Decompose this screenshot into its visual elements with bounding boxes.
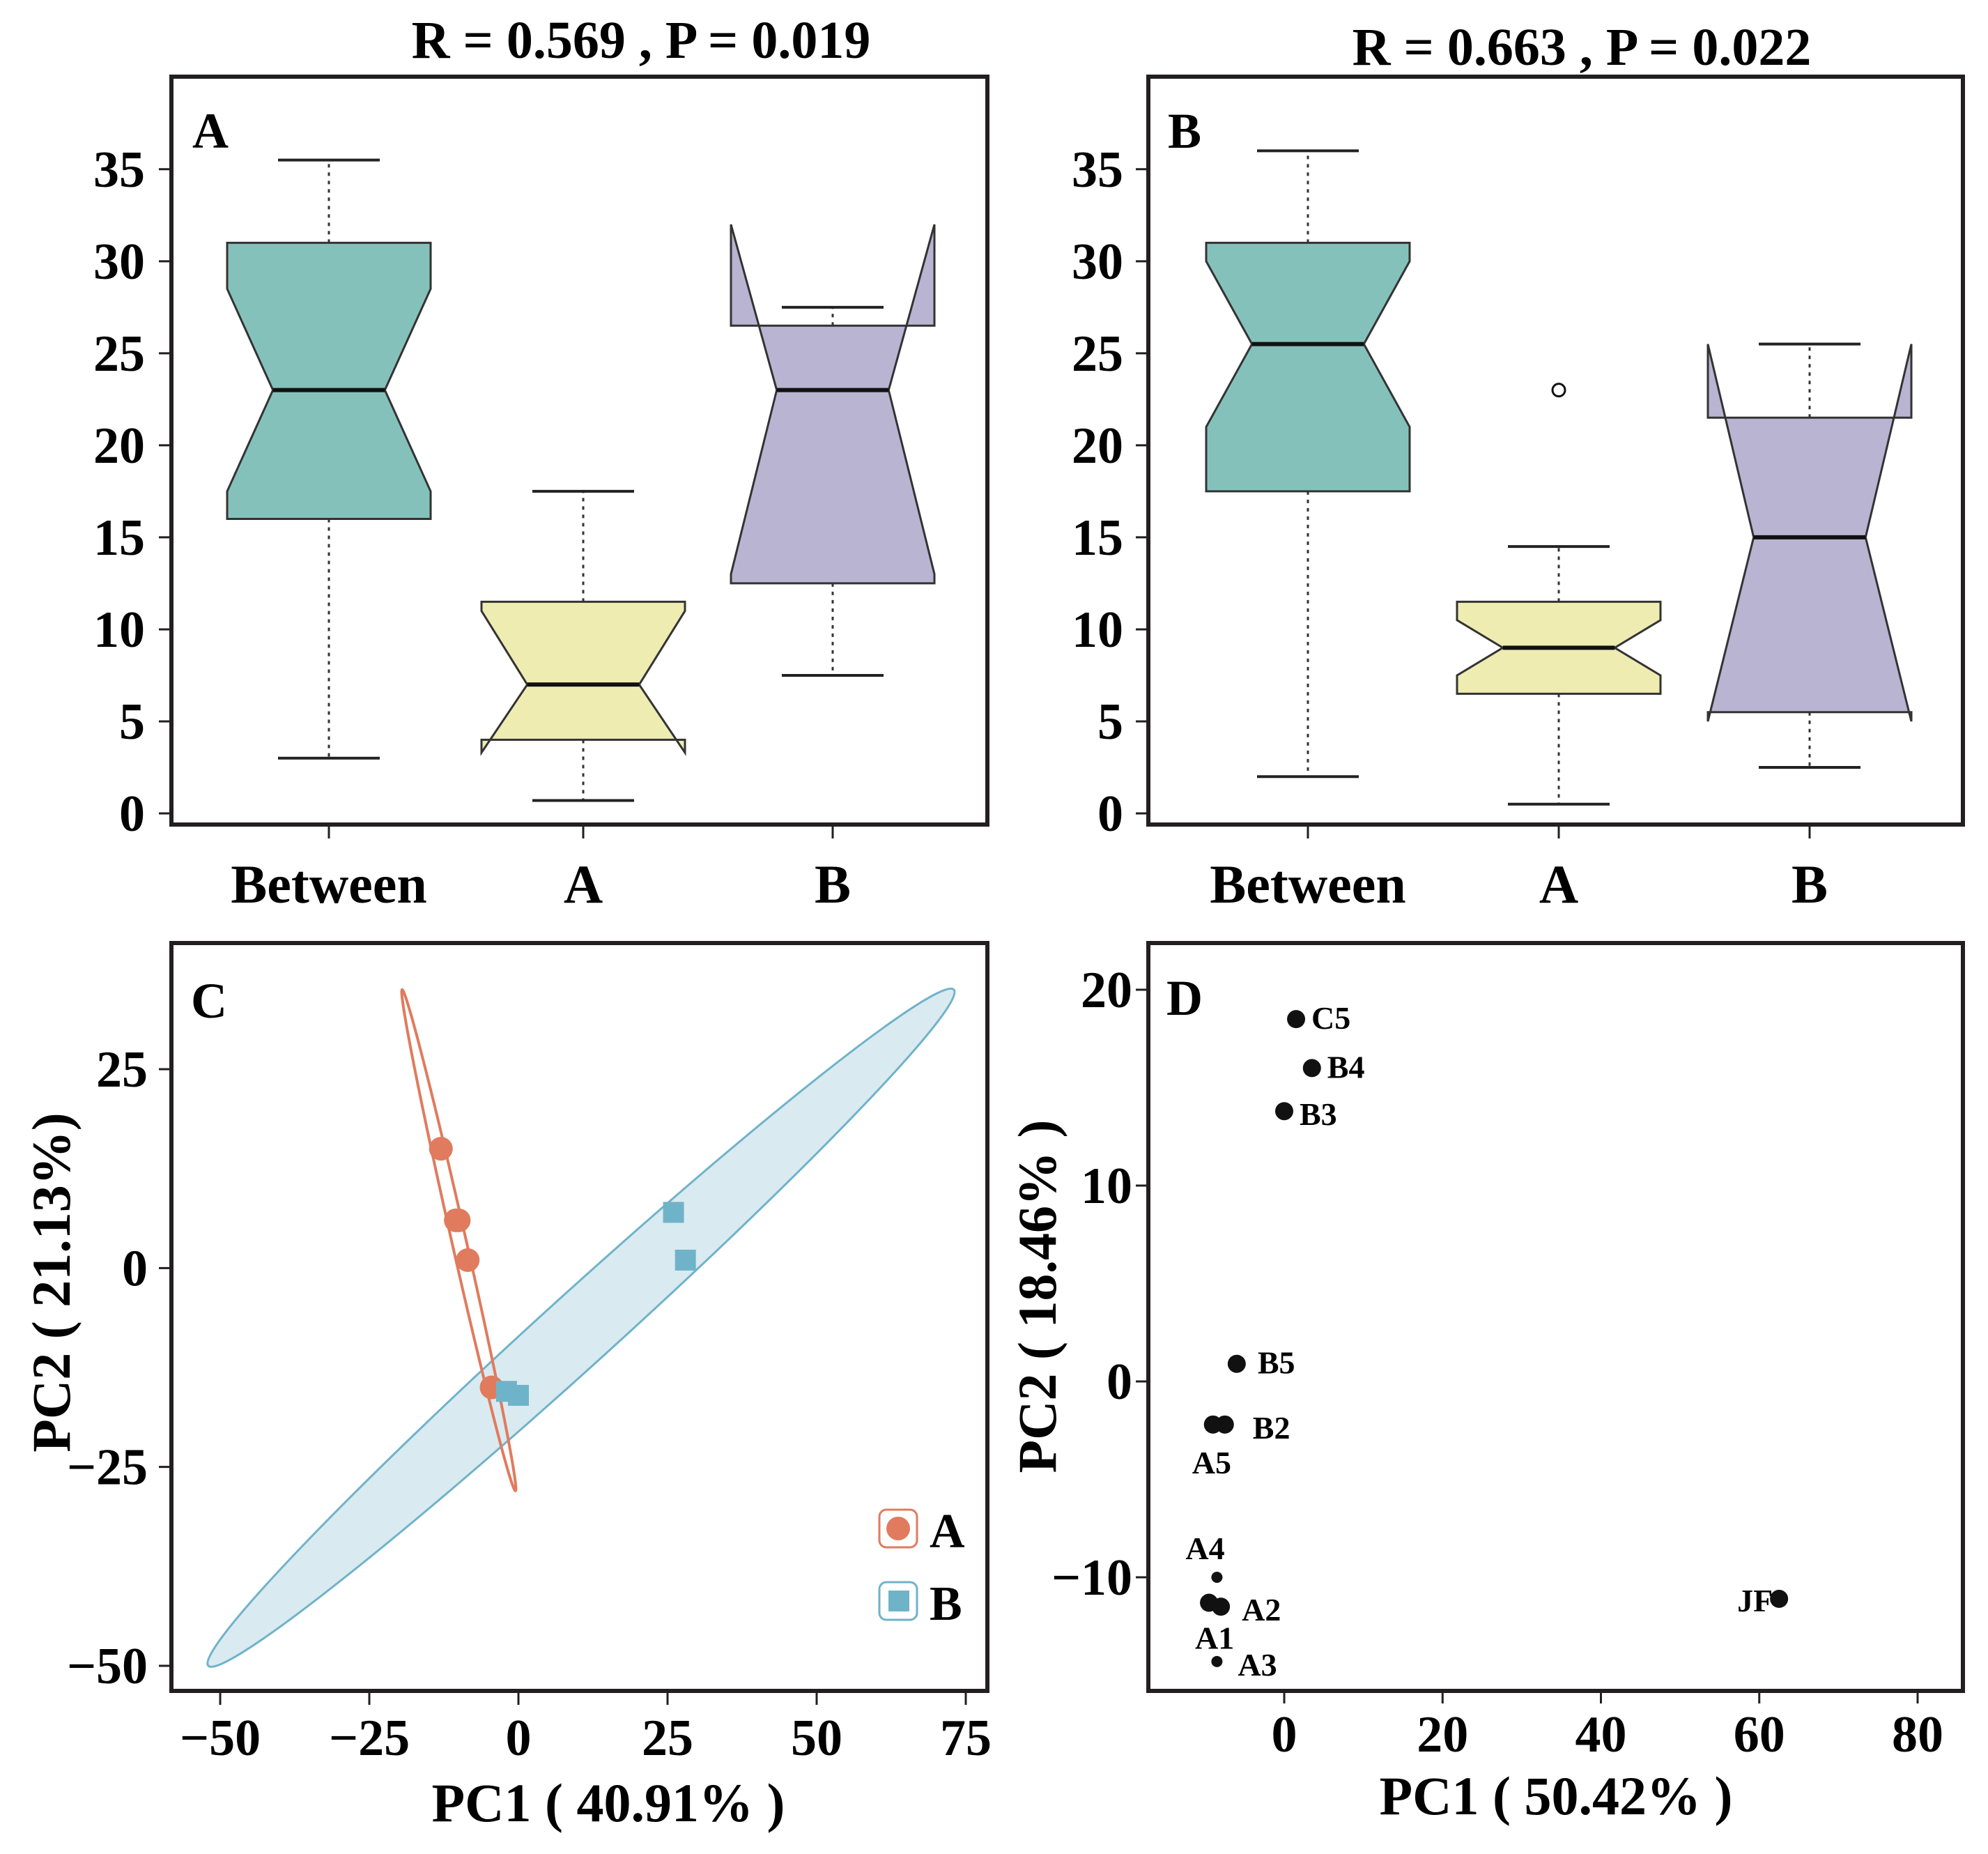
panel-d-y-tick-label: −10 — [1051, 1549, 1132, 1607]
panel-d-point-label: C5 — [1311, 1000, 1350, 1036]
panel-d-point-a1 — [1200, 1593, 1219, 1612]
panel-a-y-tick-label: 30 — [93, 233, 145, 291]
panel-c-legend-marker — [888, 1591, 909, 1611]
panel-b-frame — [1146, 75, 1965, 827]
panel-d-point-c5 — [1287, 1010, 1306, 1029]
panel-b-y-tick-label: 15 — [1072, 510, 1123, 567]
panel-b-y-tick-label: 25 — [1072, 325, 1123, 383]
panel-c-legend-marker — [886, 1517, 910, 1540]
panel-d-point-label: B5 — [1258, 1345, 1295, 1381]
panel-d-x-tick-label: 20 — [1417, 1706, 1468, 1763]
panel-b-category-label: A — [1539, 854, 1578, 914]
panel-d-letter: D — [1166, 970, 1203, 1026]
panel-a-y-tick-label: 10 — [93, 602, 145, 659]
panel-b-y-tick-label: 5 — [1097, 694, 1123, 751]
panel-d-point-jf — [1770, 1589, 1789, 1608]
panel-d-point-b4 — [1302, 1059, 1321, 1078]
panel-d-point-label: A5 — [1192, 1445, 1231, 1480]
panel-c-legend-label: B — [930, 1577, 962, 1631]
panel-b-y-tick-label: 35 — [1072, 141, 1123, 199]
panel-d-y-tick-label: 10 — [1081, 1158, 1132, 1215]
panel-a-category-label: B — [815, 854, 851, 914]
panel-c-x-tick-label: −50 — [180, 1710, 261, 1767]
panel-d-point-b3 — [1275, 1102, 1293, 1121]
panel-d-x-axis-label: PC1 ( 50.42% ) — [1380, 1765, 1733, 1826]
panel-a-stats-title: R = 0.569 , P = 0.019 — [412, 11, 871, 70]
panel-b-letter: B — [1168, 103, 1201, 159]
panel-a-box-between — [226, 241, 432, 521]
panel-d-frame — [1146, 941, 1965, 1693]
panel-d-point-label: A3 — [1238, 1647, 1277, 1683]
panel-a-y-tick-label: 15 — [93, 510, 145, 567]
panel-d-x-tick-label: 0 — [1272, 1706, 1297, 1763]
panel-a-y-tick-label: 20 — [93, 417, 145, 475]
panel-c-point-b — [675, 1249, 696, 1271]
panel-c-x-tick-label: 50 — [791, 1710, 842, 1767]
panel-c-letter: C — [191, 973, 227, 1029]
panel-b-category-label: Between — [1210, 854, 1406, 914]
panel-c-point-a — [447, 1208, 471, 1232]
panel-a-y-tick-label: 5 — [119, 694, 145, 751]
panel-c-point-a — [429, 1137, 453, 1161]
panel-c-x-tick-label: −25 — [329, 1710, 410, 1767]
panel-d-y-tick-label: 20 — [1081, 962, 1132, 1019]
panel-a-y-tick-label: 35 — [93, 141, 145, 199]
panel-c-frame — [169, 941, 989, 1693]
panel-d-point-label: B3 — [1300, 1096, 1337, 1132]
panel-d-point-label: A4 — [1185, 1531, 1224, 1566]
panel-a-y-tick-label: 0 — [119, 786, 145, 843]
panel-d-point-a3 — [1211, 1655, 1223, 1667]
panel-d-point-label: JF — [1737, 1583, 1773, 1618]
panel-a-category-label: Between — [231, 854, 427, 914]
panel-b-box-b — [1706, 344, 1913, 722]
panel-b-stats-title: R = 0.663 , P = 0.022 — [1353, 18, 1812, 77]
panel-c-y-axis-label: PC2 ( 21.13%) — [21, 1112, 82, 1452]
panel-d-y-axis-label: PC2 ( 18.46% ) — [1007, 1120, 1068, 1473]
panel-c-ellipse-b — [206, 987, 956, 1668]
panel-d-x-tick-label: 60 — [1734, 1706, 1785, 1763]
panel-c-y-tick-label: −50 — [67, 1638, 148, 1695]
panel-b-y-tick-label: 10 — [1072, 602, 1123, 659]
panel-b-boxplot: R = 0.663 , P = 0.022 B 0 5 10 15 20 25 30 35 Be… — [1072, 18, 1965, 914]
panel-d-point-label: A2 — [1242, 1592, 1281, 1627]
panel-c-point-b — [663, 1202, 684, 1223]
panel-a-y-tick-label: 25 — [93, 325, 145, 383]
panel-d-point-label: A1 — [1195, 1621, 1234, 1656]
panel-d-point-b5 — [1227, 1354, 1246, 1373]
panel-a-category-label: A — [564, 854, 603, 914]
panel-d-point-a5 — [1203, 1415, 1222, 1434]
panel-a-box-a — [480, 600, 686, 756]
panel-b-y-tick-label: 0 — [1097, 786, 1123, 843]
panel-c-x-axis-label: PC1 ( 40.91% ) — [432, 1772, 785, 1833]
panel-d-point-label: B2 — [1253, 1410, 1290, 1446]
panel-d-x-tick-label: 80 — [1892, 1706, 1943, 1763]
panel-b-box-between — [1205, 241, 1411, 493]
panel-d-pca: D PC1 ( 50.42% ) PC2 ( 18.46% ) 0 20 40 60 8… — [1007, 941, 1965, 1826]
panel-c-pca: C PC1 ( 40.91% ) PC2 ( 21.13%) −50 −25 0 25… — [21, 941, 992, 1833]
panel-a-letter: A — [192, 103, 229, 159]
panel-c-x-tick-label: 0 — [506, 1710, 532, 1767]
panel-b-y-tick-label: 20 — [1072, 417, 1123, 475]
panel-b-outlier-point — [1551, 383, 1566, 398]
panel-c-y-tick-label: 0 — [122, 1240, 148, 1297]
panel-c-y-tick-label: 25 — [96, 1041, 148, 1098]
panel-c-y-tick-label: −25 — [67, 1439, 148, 1496]
panel-c-point-a — [456, 1248, 480, 1272]
panel-d-y-tick-label: 0 — [1107, 1354, 1132, 1411]
panel-b-y-tick-label: 30 — [1072, 233, 1123, 291]
panel-c-legend-label: A — [930, 1505, 965, 1558]
panel-d-point-label: B4 — [1327, 1049, 1365, 1085]
panel-a-box-b — [730, 224, 936, 585]
panel-d-point-a4 — [1211, 1572, 1223, 1583]
panel-a-frame — [169, 75, 989, 827]
panel-c-x-tick-label: 25 — [642, 1710, 693, 1767]
panel-d-x-tick-label: 40 — [1575, 1706, 1627, 1763]
panel-b-category-label: B — [1791, 854, 1828, 914]
panel-a-boxplot: R = 0.569 , P = 0.019 A 0 5 10 15 20 25 30 35 Be… — [93, 11, 989, 914]
panel-c-ellipse-a — [400, 988, 518, 1492]
panel-c-point-b — [508, 1384, 529, 1406]
panel-c-x-tick-label: 75 — [940, 1710, 992, 1767]
